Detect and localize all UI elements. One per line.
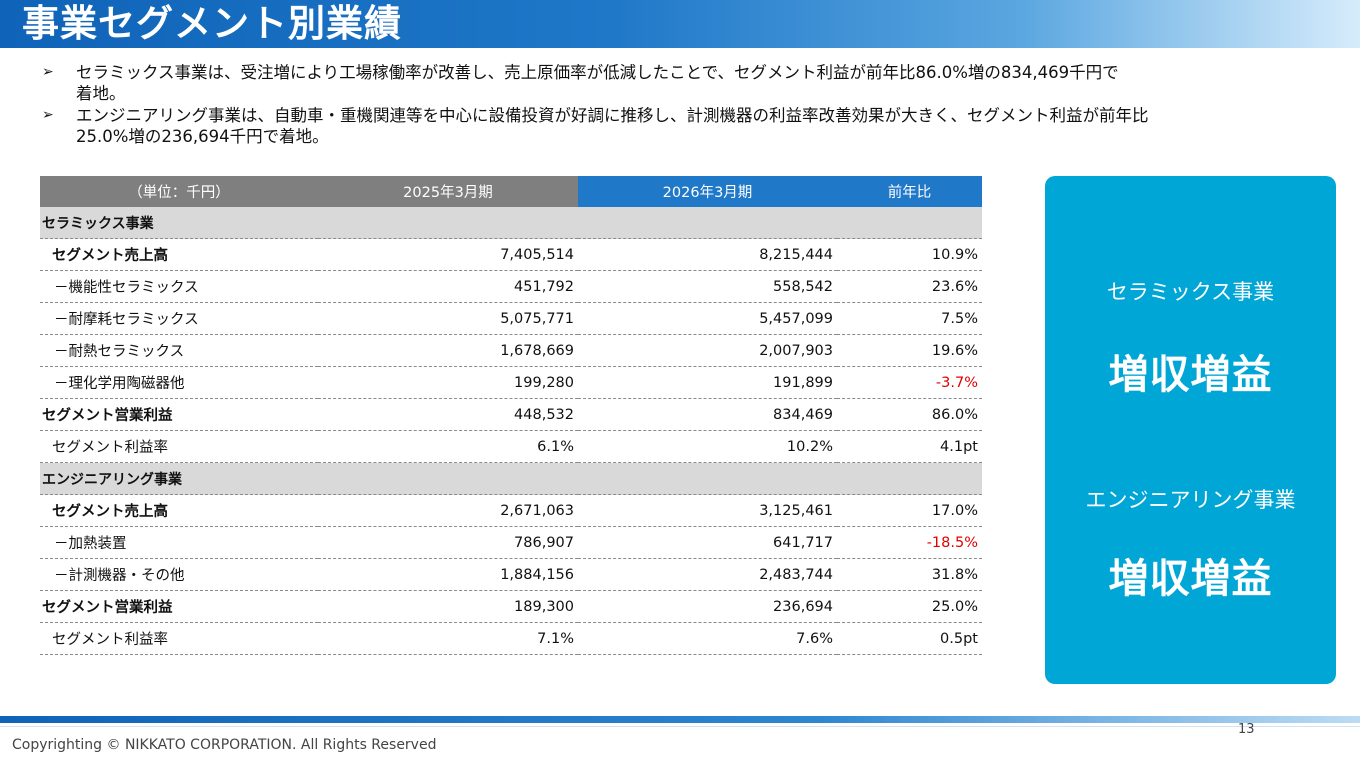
value-2026: 3,125,461 [578, 494, 837, 527]
table-row: セグメント売上高 7,405,514 8,215,444 10.9% [40, 238, 982, 271]
value-2026 [578, 207, 837, 239]
yoy-header: 前年比 [837, 176, 982, 207]
value-2025: 6.1% [318, 430, 578, 463]
bullet-text-line: セラミックス事業は、受注増により工場稼働率が改善し、売上原価率が低減したことで、… [76, 63, 1119, 82]
bullet-ceramics: ➢ セラミックス事業は、受注増により工場稼働率が改善し、売上原価率が低減したこと… [42, 62, 1312, 104]
segment-results-table: （単位：千円） 2025年3月期 2026年3月期 前年比 セラミックス事業 セグ… [40, 176, 982, 655]
value-2025: 2,671,063 [318, 494, 578, 527]
segment-result-ceramics: 増収増益 [1108, 352, 1273, 398]
segment-summary-panel: セラミックス事業 増収増益 エンジニアリング事業 増収増益 [1045, 176, 1336, 684]
value-yoy: 4.1pt [837, 430, 982, 463]
value-2026: 191,899 [578, 366, 837, 399]
title-bar [0, 0, 1360, 48]
value-yoy: -3.7% [837, 366, 982, 399]
value-2025: 189,300 [318, 590, 578, 623]
value-2025: 1,678,669 [318, 334, 578, 367]
bullet-text-line: 着地。 [76, 84, 126, 103]
value-yoy: 17.0% [837, 494, 982, 527]
value-yoy: 31.8% [837, 558, 982, 591]
bullet-arrow-icon: ➢ [42, 107, 54, 123]
value-yoy [837, 462, 982, 495]
table-header-row: （単位：千円） 2025年3月期 2026年3月期 前年比 [40, 176, 982, 207]
table-row: －加熱装置 786,907 641,717 -18.5% [40, 526, 982, 559]
value-2025: 1,884,156 [318, 558, 578, 591]
value-2026: 2,483,744 [578, 558, 837, 591]
table-section-row: エンジニアリング事業 [40, 462, 982, 495]
value-2026: 558,542 [578, 270, 837, 303]
table-section-row: セラミックス事業 [40, 207, 982, 239]
table-row: セグメント営業利益 189,300 236,694 25.0% [40, 590, 982, 623]
row-label: セグメント売上高 [40, 494, 318, 527]
value-2025: 5,075,771 [318, 302, 578, 335]
bullet-engineering: ➢ エンジニアリング事業は、自動車・重機関連等を中心に設備投資が好調に推移し、計… [42, 105, 1312, 147]
table-body: セラミックス事業 セグメント売上高 7,405,514 8,215,444 10.9% －… [40, 207, 982, 655]
period2-header: 2026年3月期 [578, 176, 837, 207]
value-2025: 7,405,514 [318, 238, 578, 271]
row-label: －耐熱セラミックス [40, 334, 318, 367]
value-2026: 7.6% [578, 622, 837, 655]
bullet-arrow-icon: ➢ [42, 64, 54, 80]
row-label: －耐摩耗セラミックス [40, 302, 318, 335]
value-2025: 786,907 [318, 526, 578, 559]
table-row: －理化学用陶磁器他 199,280 191,899 -3.7% [40, 366, 982, 399]
value-yoy: 23.6% [837, 270, 982, 303]
row-label: セグメント利益率 [40, 430, 318, 463]
value-2026: 834,469 [578, 398, 837, 431]
segment-result-engineering: 増収増益 [1108, 556, 1273, 602]
row-label: －機能性セラミックス [40, 270, 318, 303]
row-label: セグメント売上高 [40, 238, 318, 271]
bullet-text-line: 25.0%増の236,694千円で着地。 [76, 127, 329, 146]
row-label: セグメント営業利益 [40, 590, 318, 623]
row-label: －計測機器・その他 [40, 558, 318, 591]
row-label: －加熱装置 [40, 526, 318, 559]
value-yoy: 19.6% [837, 334, 982, 367]
value-yoy: 7.5% [837, 302, 982, 335]
value-2025: 448,532 [318, 398, 578, 431]
value-yoy: 0.5pt [837, 622, 982, 655]
value-2026: 8,215,444 [578, 238, 837, 271]
value-2025: 199,280 [318, 366, 578, 399]
footer-bar [0, 716, 1360, 723]
segment-name-ceramics: セラミックス事業 [1106, 280, 1275, 304]
table-row: セグメント売上高 2,671,063 3,125,461 17.0% [40, 494, 982, 527]
value-yoy [837, 207, 982, 239]
value-2026: 2,007,903 [578, 334, 837, 367]
value-2026: 236,694 [578, 590, 837, 623]
table-row: セグメント利益率 7.1% 7.6% 0.5pt [40, 622, 982, 655]
table-row: －計測機器・その他 1,884,156 2,483,744 31.8% [40, 558, 982, 591]
table-row: －耐熱セラミックス 1,678,669 2,007,903 19.6% [40, 334, 982, 367]
row-label: エンジニアリング事業 [40, 462, 318, 495]
value-2026: 641,717 [578, 526, 837, 559]
table-row: －耐摩耗セラミックス 5,075,771 5,457,099 7.5% [40, 302, 982, 335]
value-2025: 7.1% [318, 622, 578, 655]
summary-bullets: ➢ セラミックス事業は、受注増により工場稼働率が改善し、売上原価率が低減したこと… [42, 62, 1312, 148]
row-label: セグメント利益率 [40, 622, 318, 655]
value-2026 [578, 462, 837, 495]
value-yoy: 86.0% [837, 398, 982, 431]
slide-title: 事業セグメント別業績 [22, 2, 402, 45]
value-2025 [318, 207, 578, 239]
footer-divider [0, 726, 1360, 727]
page-number: 13 [1238, 722, 1255, 737]
row-label: －理化学用陶磁器他 [40, 366, 318, 399]
value-2026: 5,457,099 [578, 302, 837, 335]
unit-header: （単位：千円） [40, 176, 318, 207]
value-yoy: -18.5% [837, 526, 982, 559]
value-2026: 10.2% [578, 430, 837, 463]
table-row: －機能性セラミックス 451,792 558,542 23.6% [40, 270, 982, 303]
value-2025: 451,792 [318, 270, 578, 303]
segment-name-engineering: エンジニアリング事業 [1085, 488, 1296, 512]
value-2025 [318, 462, 578, 495]
row-label: セグメント営業利益 [40, 398, 318, 431]
row-label: セラミックス事業 [40, 207, 318, 239]
table-row: セグメント営業利益 448,532 834,469 86.0% [40, 398, 982, 431]
copyright-text: Copyrighting © NIKKATO CORPORATION. All … [12, 737, 437, 753]
table-row: セグメント利益率 6.1% 10.2% 4.1pt [40, 430, 982, 463]
value-yoy: 10.9% [837, 238, 982, 271]
value-yoy: 25.0% [837, 590, 982, 623]
bullet-text-line: エンジニアリング事業は、自動車・重機関連等を中心に設備投資が好調に推移し、計測機… [76, 106, 1149, 125]
period1-header: 2025年3月期 [318, 176, 578, 207]
